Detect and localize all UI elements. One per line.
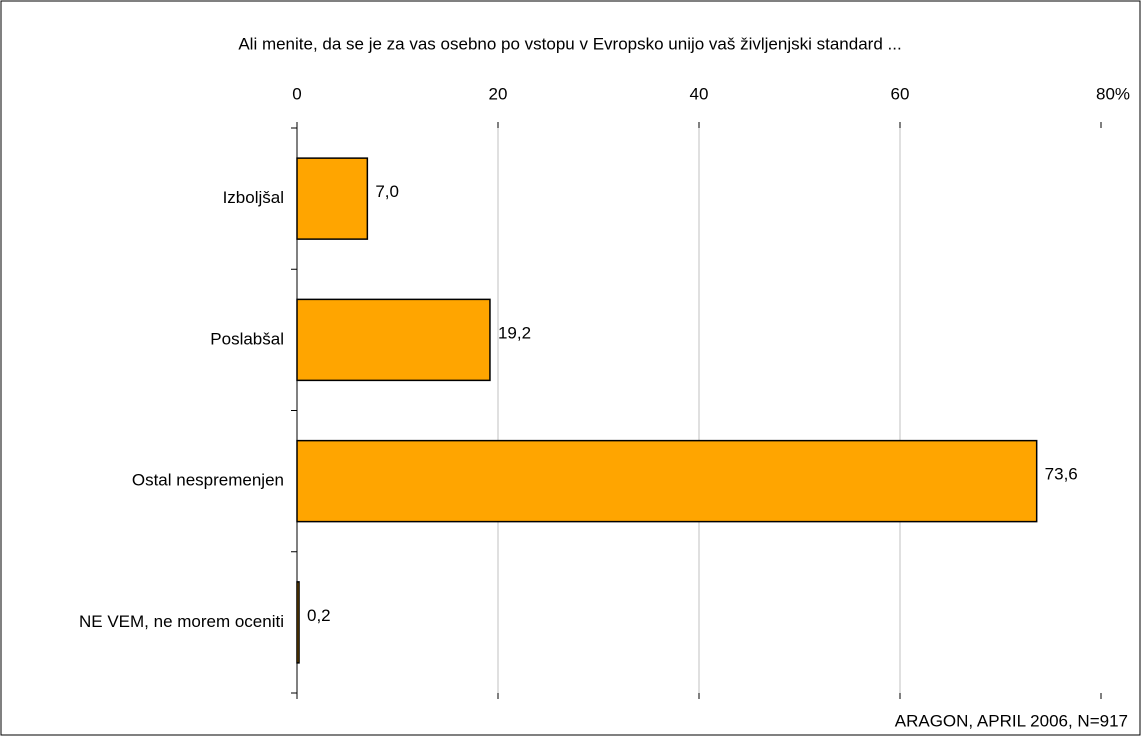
value-label: 7,0 (375, 182, 399, 201)
source-note: ARAGON, APRIL 2006, N=917 (895, 711, 1128, 730)
y-tick-label: Izboljšal (223, 188, 284, 207)
value-label: 73,6 (1045, 465, 1078, 484)
bar (296, 439, 1038, 523)
chart-title: Ali menite, da se je za vas osebno po vs… (238, 34, 901, 53)
y-tick-label: Ostal nespremenjen (132, 471, 284, 490)
y-tick-label: Poslabšal (210, 329, 284, 348)
x-tick-label: 80% (1096, 84, 1130, 103)
x-tick-label: 0 (292, 84, 301, 103)
x-tick-label: 60 (891, 84, 910, 103)
bar (296, 581, 300, 664)
x-tick-label: 20 (489, 84, 508, 103)
y-tick-label: NE VEM, ne morem oceniti (79, 612, 284, 631)
bar (296, 298, 491, 382)
value-label: 19,2 (498, 323, 531, 342)
x-tick-label: 40 (690, 84, 709, 103)
bar (296, 157, 369, 240)
value-label: 0,2 (307, 606, 331, 625)
